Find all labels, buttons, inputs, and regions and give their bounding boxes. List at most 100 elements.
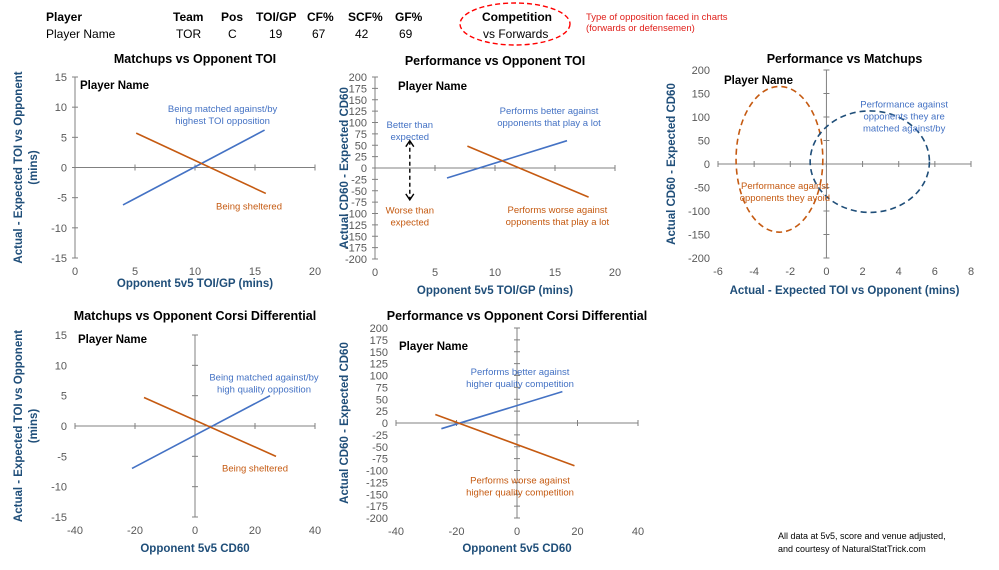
y-tick-label: -50 [351,186,367,198]
y-tick-label: 200 [349,72,367,84]
series-line-worse [467,145,589,198]
annotation: Performs better against opponents that pl… [497,106,601,129]
y-tick-label: 175 [370,335,388,347]
x-tick-label: 0 [192,525,198,537]
annotation: Being sheltered [222,464,288,475]
y-tick-label: 125 [349,106,367,118]
y-axis-label: Actual - Expected TOI vs Opponent [13,330,25,522]
chart-title: Performance vs Opponent TOI [405,54,585,68]
competition-value: vs Forwards [483,27,549,41]
annotation-line: Being matched against/by [168,104,278,115]
y-axis-label-line2: (mins) [28,150,40,185]
y-tick-label: 200 [370,323,388,335]
competition-highlight-ellipse [459,2,571,46]
annotation-line: opponents that play a lot [506,217,610,228]
header-val-cf: 67 [312,27,326,41]
competition-note-line2: (forwards or defensemen) [586,23,695,34]
y-tick-label: 50 [376,394,388,406]
series-line-matched [122,129,265,206]
y-tick-label: -125 [366,477,388,489]
x-tick-label: 0 [72,266,78,278]
annotation-line: Performance against [860,100,948,111]
x-tick-label: -40 [388,526,404,538]
y-tick-label: -150 [688,230,710,242]
y-axis-label-line2: (mins) [28,409,40,444]
x-tick-label: -4 [749,266,759,278]
y-tick-label: 5 [61,391,67,403]
header-val-pos: C [228,27,237,41]
y-tick-label: 150 [692,89,710,101]
y-tick-label: -100 [688,206,710,218]
header-col-player: Player [46,10,83,24]
y-tick-label: 10 [55,360,67,372]
y-tick-label: 10 [55,102,67,114]
competition-note-line1: Type of opposition faced in charts [586,12,728,23]
x-axis-label: Opponent 5v5 CD60 [140,543,249,555]
y-tick-label: 50 [355,140,367,152]
y-tick-label: -175 [345,243,367,255]
annotation: Performance against opponents they avoid [740,181,830,204]
y-tick-label: 50 [698,136,710,148]
header-val-toi: 19 [269,27,283,41]
x-tick-label: 5 [432,267,438,279]
competition-label: Competition [482,10,552,24]
series-line-better [441,390,563,430]
y-tick-label: 15 [55,330,67,342]
y-axis-label: Actual - Expected TOI vs Opponent [13,71,25,263]
footer-line1: All data at 5v5, score and venue adjuste… [778,531,946,541]
annotation-line: opponents they are [863,112,944,123]
chart-title: Matchups vs Opponent Corsi Differential [74,309,316,323]
header-val-team: TOR [176,27,202,41]
series-line-matched [131,394,271,470]
y-tick-label: 5 [61,132,67,144]
header-col-toi: TOI/GP [256,10,297,24]
header-val-scf: 42 [355,27,369,41]
header-col-gf: GF% [395,10,423,24]
ellipse-matched [809,110,931,214]
x-tick-label: 0 [514,526,520,538]
chart-performance-vs-opponent-corsi: Performance vs Opponent Corsi Differenti… [339,309,647,555]
annotation-line: opponents they avoid [740,193,830,204]
y-axis-label: Actual CD60 - Expected CD60 [339,87,351,249]
y-tick-label: 25 [376,406,388,418]
arrow-down-head [405,193,415,202]
chart-matchups-vs-opponent-corsi: Matchups vs Opponent Corsi Differential -… [13,309,321,555]
series-line-sheltered [143,396,277,458]
y-tick-label: 175 [349,83,367,95]
annotation-line: Being sheltered [222,464,288,475]
y-axis-label: Actual CD60 - Expected CD60 [339,342,351,504]
chart-performance-vs-matchups: Performance vs Matchups -6 -4 -2 0 2 4 6 8 -200 -1… [666,52,974,297]
x-tick-label: 0 [823,266,829,278]
y-tick-label: -175 [366,501,388,513]
y-tick-label: 200 [692,65,710,77]
x-tick-label: 6 [932,266,938,278]
y-tick-label: 100 [692,112,710,124]
chart-matchups-vs-opponent-toi: Matchups vs Opponent TOI 0 5 10 15 20 -15 -10 -5… [13,52,321,290]
annotation-line: Performance against [741,181,829,192]
header-val-player: Player Name [46,27,116,41]
x-tick-label: 10 [489,267,501,279]
x-tick-label: -20 [127,525,143,537]
y-tick-label: 100 [370,371,388,383]
y-tick-label: 150 [370,347,388,359]
series-line-worse [435,413,575,467]
annotation-line: Performs worse against [508,205,608,216]
x-tick-label: 40 [632,526,644,538]
chart-title: Performance vs Matchups [767,52,923,66]
annotation: Performs better against higher quality co… [466,367,574,390]
x-tick-label: -6 [713,266,723,278]
y-tick-label: 75 [376,382,388,394]
annotation-line: Worse than [386,206,434,217]
x-tick-label: 20 [571,526,583,538]
y-tick-label: -25 [372,430,388,442]
y-tick-label: -75 [372,454,388,466]
y-tick-label: -200 [366,513,388,525]
annotation-line: Being matched against/by [209,373,319,384]
y-tick-label: -150 [366,489,388,501]
footer-line2: and courtesy of NaturalStatTrick.com [778,544,926,554]
x-tick-label: 20 [249,525,261,537]
x-axis-label: Actual - Expected TOI vs Opponent (mins) [730,285,960,297]
x-axis-label: Opponent 5v5 TOI/GP (mins) [117,278,273,290]
